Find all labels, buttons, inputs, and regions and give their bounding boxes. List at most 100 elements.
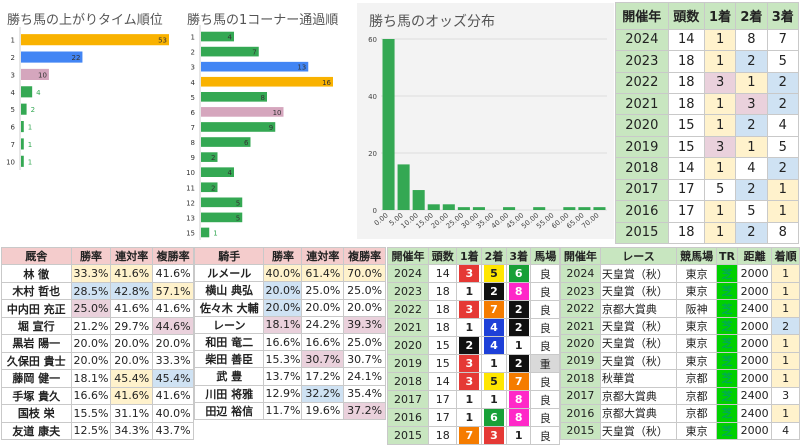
- surface-cell: 芝: [716, 421, 738, 441]
- rank-3-cell: 5: [766, 50, 800, 73]
- frame-3rd-cell: 7: [505, 372, 532, 391]
- agari-chart-panel: 勝ち馬の上がりタイム順位 1 53 2 22 3 10 4 4 5 2 6 1 7 1 10 1: [0, 0, 178, 180]
- bar: [201, 137, 251, 147]
- name-cell: ルメール: [193, 264, 265, 283]
- table-row: 友道 康夫 12.5% 34.3% 43.7%: [1, 421, 194, 441]
- year-cell: 2022: [560, 299, 601, 318]
- place-rate-cell: 24.2%: [301, 315, 345, 334]
- count-cell: 18: [667, 221, 705, 245]
- table-row: 2021 18 1 3 2: [615, 93, 800, 116]
- table-row: 2024 14 1 8 7: [615, 28, 800, 52]
- track-condition-cell: 良: [530, 390, 560, 409]
- year-cell: 2024: [560, 264, 601, 283]
- bar: [457, 207, 470, 210]
- track-condition-cell: 良: [530, 336, 560, 355]
- show-rate-cell: 57.1%: [152, 281, 194, 301]
- race-name-cell: 京都大賞典: [599, 386, 678, 406]
- bar: [427, 204, 440, 210]
- table-row: 2019 15 3 1 2 重: [387, 354, 560, 373]
- year-cell: 2023: [560, 281, 601, 301]
- place-rate-cell: 42.8%: [110, 281, 154, 301]
- show-rate-cell: 20.0%: [343, 298, 386, 317]
- name-cell: 武 豊: [193, 367, 265, 386]
- rank-1-cell: 3: [703, 71, 737, 95]
- bar: [382, 39, 395, 210]
- bar: [201, 227, 210, 238]
- header-cell: 馬場: [530, 247, 560, 265]
- year-cell: 2015: [387, 426, 429, 445]
- frame-2nd-cell: 4: [481, 318, 507, 337]
- frame-1st-cell: 2: [456, 336, 483, 355]
- value-label: 4: [36, 89, 41, 97]
- distance-cell: 2400: [736, 386, 773, 406]
- frame-1st-cell: 3: [456, 264, 483, 283]
- bar: [201, 212, 243, 223]
- year-cell: 2023: [615, 50, 669, 73]
- surface-cell: 芝: [716, 299, 738, 318]
- win-rate-cell: 12.9%: [263, 384, 303, 403]
- bar: [201, 91, 267, 102]
- surface-cell: 芝: [716, 334, 738, 353]
- track-condition-cell: 良: [530, 408, 560, 427]
- place-rate-cell: 16.6%: [301, 332, 345, 352]
- bar: [21, 68, 49, 80]
- rank-3-cell: 1: [766, 200, 800, 223]
- racecourse-cell: 東京: [676, 281, 717, 301]
- rank-2-cell: 1: [735, 71, 768, 95]
- name-cell: 中内田 充正: [1, 299, 72, 318]
- frame-3rd-cell: 2: [505, 354, 532, 373]
- win-rate-cell: 15.3%: [263, 350, 303, 369]
- win-rate-cell: 21.2%: [70, 316, 112, 336]
- bar: [201, 46, 259, 57]
- count-cell: 18: [427, 318, 458, 337]
- win-rate-cell: 20.0%: [70, 334, 112, 353]
- bar: [563, 207, 576, 210]
- frame-1st-cell: 1: [456, 390, 483, 409]
- table-row: 2023 18 1 2 8 良: [387, 282, 560, 301]
- table-row: 2016 17 1 5 1: [615, 200, 800, 223]
- frame-1st-cell: 1: [456, 408, 483, 427]
- bar: [533, 207, 546, 210]
- name-cell: 国枝 栄: [1, 404, 72, 423]
- name-cell: 木村 哲也: [1, 281, 72, 301]
- distance-cell: 2400: [736, 299, 773, 318]
- rank-1-cell: 1: [703, 28, 737, 52]
- table-row: 2019 天皇賞（秋） 東京芝 2000 1: [560, 351, 800, 371]
- category-label: 2: [191, 49, 195, 57]
- category-label: 6: [191, 109, 196, 117]
- category-label: 5: [191, 94, 195, 102]
- finish-cell: 4: [771, 421, 800, 441]
- table-row: 2015 18 7 3 1 良: [387, 426, 560, 445]
- win-rate-cell: 25.0%: [70, 299, 112, 318]
- surface-cell: 芝: [716, 404, 738, 423]
- category-label: 8: [191, 139, 195, 147]
- surface-cell: 芝: [716, 316, 738, 336]
- value-label: 4: [228, 34, 233, 42]
- table-row: 木村 哲也 28.5% 42.8% 57.1%: [1, 281, 194, 301]
- track-condition-cell: 良: [530, 300, 560, 319]
- rank-1-cell: 1: [703, 93, 737, 116]
- table-row: 川田 将雅 12.9% 32.2% 35.4%: [193, 384, 386, 403]
- bar: [21, 138, 24, 150]
- corner-chart-panel: 勝ち馬の1コーナー通過順 1 4 2 7 3 13 4 16 5 8 6 10 7 9 8 6 9 2 10 4 11 2…: [182, 0, 350, 244]
- rank-1-cell: 5: [703, 178, 737, 202]
- rank-2-cell: 2: [735, 50, 768, 73]
- bar: [21, 86, 33, 98]
- table-row: 国枝 栄 15.5% 31.1% 40.0%: [1, 404, 194, 423]
- header-cell: 頭数: [667, 2, 705, 30]
- table-row: 2018 14 1 4 2: [615, 157, 800, 180]
- corner-chart-title: 勝ち馬の1コーナー通過順: [187, 13, 339, 28]
- value-label: 22: [72, 54, 81, 62]
- bar: [21, 51, 83, 63]
- category-label: 9: [191, 154, 195, 162]
- distance-cell: 2400: [736, 404, 773, 423]
- value-label: 4: [228, 169, 233, 177]
- year-cell: 2018: [387, 372, 429, 391]
- category-label: 10: [186, 169, 195, 177]
- value-label: 2: [211, 154, 215, 162]
- frame-3rd-cell: 8: [505, 282, 532, 301]
- name-cell: 手塚 貴久: [1, 386, 72, 406]
- show-rate-cell: 25.0%: [343, 332, 386, 352]
- bar: [442, 204, 455, 210]
- year-cell: 2022: [387, 300, 429, 319]
